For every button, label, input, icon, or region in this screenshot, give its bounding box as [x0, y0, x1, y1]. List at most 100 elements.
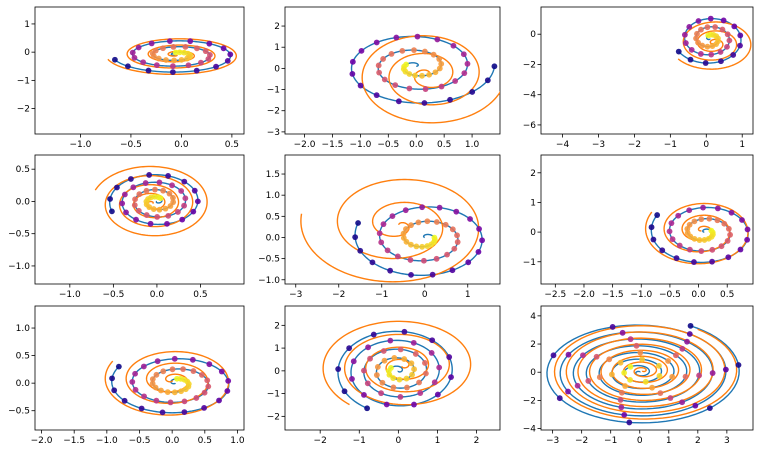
- observation-point: [432, 69, 439, 76]
- observation-point: [182, 195, 189, 202]
- observation-point: [379, 379, 386, 386]
- observation-point: [160, 187, 167, 194]
- observation-point: [378, 239, 385, 246]
- observation-point: [394, 253, 401, 260]
- observation-point: [225, 377, 232, 384]
- observation-point: [109, 208, 115, 215]
- y-tick-label: 0.0: [266, 233, 281, 243]
- observation-point: [136, 191, 143, 198]
- observation-point: [380, 56, 387, 62]
- observation-point: [454, 232, 460, 239]
- observation-point: [691, 235, 698, 242]
- observation-point: [349, 71, 356, 77]
- observation-point: [199, 372, 205, 378]
- observation-point: [119, 200, 126, 207]
- observation-point: [426, 71, 433, 78]
- observation-point: [693, 35, 699, 42]
- observation-point: [167, 399, 174, 406]
- observation-point: [121, 191, 128, 198]
- observation-point: [697, 51, 704, 57]
- predicted-trajectory-line: [553, 325, 738, 420]
- observation-point: [682, 373, 689, 380]
- observation-point: [383, 401, 390, 408]
- observation-point: [698, 216, 705, 223]
- observation-point: [436, 65, 443, 72]
- observation-point: [657, 390, 664, 397]
- x-tick-label: −0.5: [129, 436, 151, 446]
- observation-point: [193, 67, 200, 74]
- observation-point: [453, 208, 460, 215]
- x-tick-label: −0.5: [659, 290, 681, 300]
- observation-point: [386, 371, 393, 378]
- observation-point: [414, 33, 421, 40]
- observation-point: [565, 351, 572, 358]
- observation-point: [364, 405, 370, 412]
- y-tick-label: 2: [530, 169, 536, 179]
- observation-point: [735, 362, 742, 368]
- observation-point: [433, 255, 440, 262]
- observation-point: [467, 216, 473, 222]
- observation-point: [737, 246, 744, 253]
- observation-point: [412, 72, 418, 79]
- observation-point: [407, 257, 414, 263]
- observation-point: [428, 350, 435, 356]
- y-tick-label: 2: [274, 321, 280, 331]
- subplot-6: −2.5 −2.0 −1.5 −1.0 −0.5 0.0 0.5 2 1 0 −1: [523, 154, 754, 300]
- observation-point: [608, 371, 615, 378]
- observation-point: [411, 366, 417, 373]
- observation-point: [686, 246, 693, 253]
- y-tick-label: −1: [267, 86, 280, 96]
- observation-point: [686, 23, 693, 30]
- observation-point: [648, 224, 655, 231]
- x-tick-label: −2.5: [544, 290, 566, 300]
- y-tick-label: 0: [530, 30, 536, 40]
- y-tick-label: 0.0: [16, 379, 31, 389]
- observation-point: [388, 50, 395, 57]
- observation-point: [146, 172, 153, 178]
- observation-point: [205, 56, 212, 62]
- y-tick-label: 1: [274, 344, 280, 354]
- x-tick-label: 0.5: [225, 140, 239, 150]
- x-tick-label: −1.0: [349, 140, 371, 150]
- observation-point: [395, 98, 402, 105]
- observation-point: [702, 60, 709, 66]
- observation-point: [684, 338, 690, 345]
- x-tick-label: −1.5: [602, 290, 624, 300]
- observation-point: [129, 49, 136, 56]
- observation-point: [140, 363, 147, 370]
- observation-point: [355, 220, 361, 226]
- x-tick-label: −0.5: [102, 290, 124, 300]
- observation-point: [461, 70, 468, 77]
- observation-point: [387, 267, 394, 274]
- y-tick-label: 1: [530, 198, 536, 208]
- observation-point: [125, 63, 131, 70]
- observation-point: [164, 220, 170, 227]
- y-tick-label: 1.0: [266, 191, 281, 201]
- observation-point: [429, 337, 436, 344]
- observation-point: [408, 241, 414, 248]
- observation-point: [153, 371, 160, 378]
- observation-point: [444, 251, 450, 258]
- observation-point: [411, 401, 417, 408]
- observation-point: [401, 328, 408, 335]
- observation-point: [618, 389, 625, 396]
- observation-point: [424, 243, 431, 249]
- observation-point: [712, 24, 719, 30]
- observation-point: [132, 196, 138, 203]
- observation-point: [464, 60, 471, 67]
- y-tick-label: 0.5: [16, 165, 30, 175]
- observation-point: [673, 255, 680, 262]
- observation-point: [433, 219, 440, 225]
- observation-point: [434, 391, 441, 398]
- observation-point: [639, 356, 645, 363]
- observation-point: [400, 230, 407, 237]
- observation-point: [696, 237, 703, 243]
- observation-point: [565, 388, 571, 395]
- x-tick-label: 0.0: [691, 290, 706, 300]
- observation-point: [400, 235, 407, 241]
- observation-point: [446, 354, 453, 360]
- observation-point: [206, 40, 213, 47]
- observation-point: [452, 78, 459, 84]
- observation-point: [436, 364, 443, 371]
